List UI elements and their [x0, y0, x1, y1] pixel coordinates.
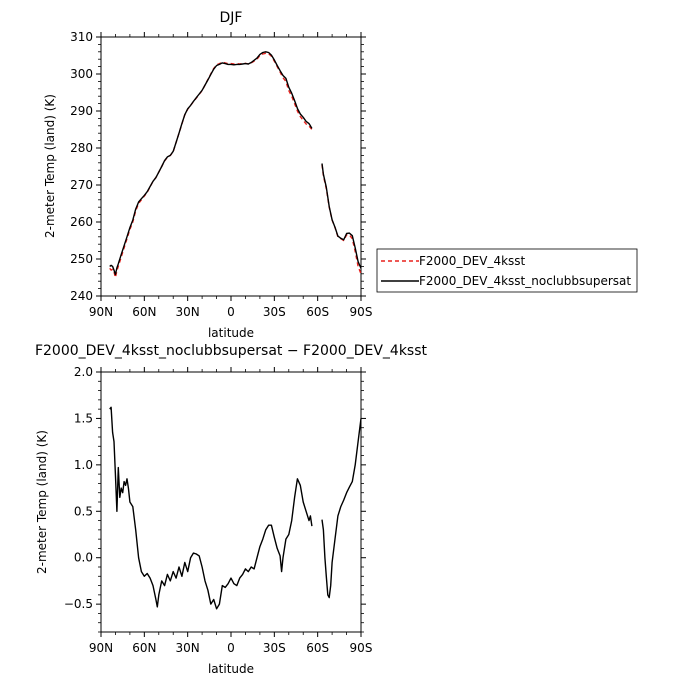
top-ytick-label: 300	[70, 67, 93, 81]
legend-box	[376, 248, 638, 293]
chart-bottom-ylabel: 2-meter Temp (land) (K)	[35, 430, 49, 574]
bottom-xtick-label: 30S	[263, 641, 286, 655]
top-ytick-label: 250	[70, 252, 93, 266]
top-xtick-label: 60N	[132, 305, 156, 319]
chart-bottom-title: F2000_DEV_4ksst_noclubbsupersat − F2000_…	[35, 343, 428, 359]
top-ytick-label: 260	[70, 215, 93, 229]
bottom-ytick-label: −0.5	[64, 597, 93, 611]
top-ytick-label: 270	[70, 178, 93, 192]
bottom-series-1-line	[109, 406, 313, 610]
legend: F2000_DEV_4ksst F2000_DEV_4ksst_noclubbs…	[376, 248, 638, 293]
chart-bottom-series-group	[109, 406, 362, 610]
legend-label-series-1: F2000_DEV_4ksst	[419, 254, 526, 268]
chart-bottom: F2000_DEV_4ksst_noclubbsupersat − F2000_…	[35, 343, 428, 676]
bottom-xtick-label: 60N	[132, 641, 156, 655]
top-series-1-line	[321, 164, 362, 275]
chart-bottom-axes: 90N 60N 30N 0 30S 60S 90S −0.5 0.0 0.5 1.0 1.5 2.0	[64, 365, 373, 655]
bottom-ytick-label: 1.5	[74, 411, 93, 425]
top-ytick-label: 240	[70, 289, 93, 303]
top-series-1-line	[109, 52, 313, 279]
bottom-ytick-label: 2.0	[74, 365, 93, 379]
chart-top-series-group	[109, 51, 362, 279]
chart-top-ylabel: 2-meter Temp (land) (K)	[43, 94, 57, 238]
top-series-2-line	[321, 163, 362, 269]
top-series-2-line	[109, 51, 313, 276]
bottom-ytick-label: 0.5	[74, 504, 93, 518]
bottom-xtick-label: 60S	[306, 641, 329, 655]
top-xtick-label: 0	[227, 305, 235, 319]
chart-top-title: DJF	[220, 10, 243, 26]
bottom-xtick-label: 30N	[176, 641, 200, 655]
top-ytick-label: 280	[70, 141, 93, 155]
legend-label-series-2: F2000_DEV_4ksst_noclubbsupersat	[419, 274, 631, 288]
bottom-series-1-line	[321, 418, 362, 599]
top-xtick-label: 30S	[263, 305, 286, 319]
bottom-xtick-label: 90N	[89, 641, 113, 655]
bottom-xtick-label: 0	[227, 641, 235, 655]
top-ytick-label: 290	[70, 104, 93, 118]
bottom-xtick-label: 90S	[350, 641, 373, 655]
chart-bottom-frame	[100, 371, 362, 633]
chart-top: DJF 90N 60N 30N 0 30S 60S 90S 240 250 260 270 280 29…	[43, 10, 372, 340]
chart-bottom-xlabel: latitude	[208, 662, 254, 676]
top-xtick-label: 30N	[176, 305, 200, 319]
bottom-ytick-label: 0.0	[74, 551, 93, 565]
chart-top-axes: 90N 60N 30N 0 30S 60S 90S 240 250 260 270 280 290 300…	[70, 30, 372, 319]
top-xtick-label: 90S	[350, 305, 373, 319]
bottom-ytick-label: 1.0	[74, 458, 93, 472]
chart-top-xlabel: latitude	[208, 326, 254, 340]
top-xtick-label: 90N	[89, 305, 113, 319]
top-xtick-label: 60S	[306, 305, 329, 319]
top-ytick-label: 310	[70, 30, 93, 44]
